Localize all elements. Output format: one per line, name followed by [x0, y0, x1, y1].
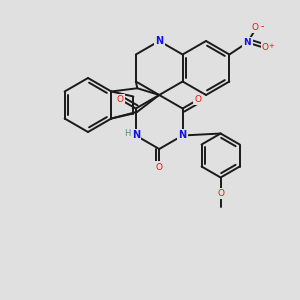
Text: O: O [217, 189, 224, 198]
Text: +: + [268, 44, 274, 50]
Text: N: N [178, 130, 187, 140]
Text: H: H [124, 129, 130, 138]
Text: N: N [155, 36, 163, 46]
Text: O: O [195, 95, 202, 104]
Text: -: - [261, 22, 264, 32]
Text: O: O [156, 163, 163, 172]
Text: O: O [252, 23, 259, 32]
Text: N: N [132, 130, 140, 140]
Text: N: N [244, 38, 251, 47]
Text: O: O [117, 95, 124, 104]
Text: O: O [262, 43, 269, 52]
